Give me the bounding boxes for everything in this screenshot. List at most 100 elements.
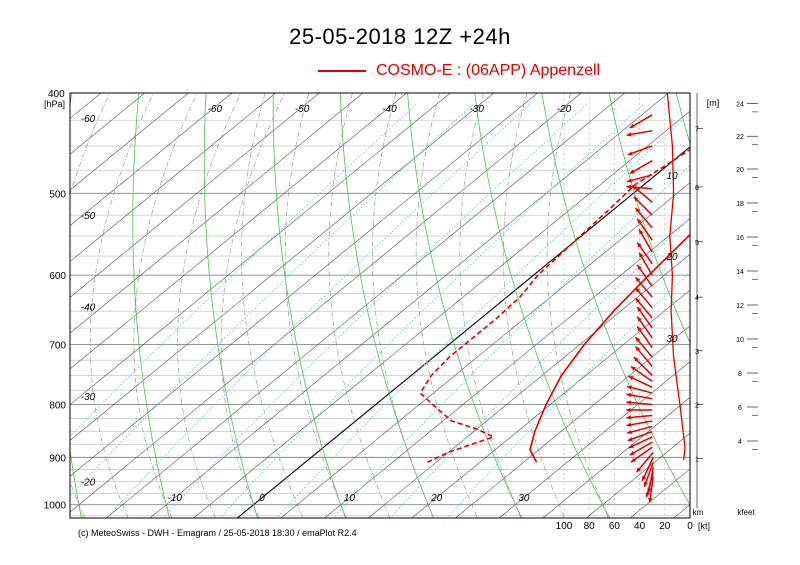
- kfeet-label: kfeet: [737, 508, 755, 517]
- wind-arrow-head: [639, 229, 644, 235]
- dry-adiabat: [407, 93, 523, 518]
- isotherm-line: [70, 93, 233, 227]
- wind-arrow-head: [635, 277, 641, 283]
- wind-arrow-head: [639, 252, 644, 258]
- wind-speed-tick-label: 20: [659, 521, 671, 532]
- reference-lines: [0, 93, 800, 527]
- temperature-tick-label: -60: [208, 104, 223, 115]
- wind-arrow-head: [626, 184, 631, 190]
- isotherm-line: [70, 93, 320, 298]
- moist-adiabat: [503, 93, 565, 518]
- wind-arrow-head: [647, 488, 652, 493]
- moist-adiabat: [328, 93, 391, 518]
- km-label: km: [693, 508, 704, 517]
- dewpoint-profile: [419, 148, 690, 464]
- kfeet-tick-label: 6: [738, 405, 742, 412]
- wind-arrow-head: [643, 481, 648, 487]
- moist-adiabat: [546, 93, 609, 518]
- height-tick-label: 1: [695, 456, 699, 463]
- moist-adiabat: [89, 93, 154, 518]
- wind-arrow-head: [637, 218, 642, 224]
- isotherm-line: [149, 93, 669, 518]
- dry-adiabat: [132, 93, 170, 518]
- wind-arrow-head: [637, 306, 642, 312]
- temperature-tick-label: 10: [344, 493, 356, 504]
- wind-arrow-head: [635, 287, 641, 293]
- isotherm-line: [70, 93, 495, 441]
- chart-title: 25-05-2018 12Z +24h: [289, 24, 511, 49]
- kfeet-tick-label: 24: [736, 101, 744, 108]
- wind-arrow-head: [629, 451, 635, 456]
- wind-arrow-head: [642, 475, 647, 481]
- plot-frame: [69, 92, 691, 519]
- kfeet-tick-label: 8: [738, 371, 742, 378]
- temperature-tick-label: 30: [518, 493, 530, 504]
- wind-arrow-head: [628, 444, 634, 449]
- isotherm-line: [629, 468, 690, 518]
- legend-label: COSMO-E : (06APP) Appenzell: [376, 62, 601, 79]
- height-unit-label: [m]: [707, 98, 720, 108]
- wind-speed-tick-label: 80: [584, 521, 596, 532]
- isotherm-label: -50: [81, 211, 96, 222]
- isotherm-line: [455, 325, 690, 518]
- moist-adiabat: [284, 93, 347, 518]
- height-tick-label: 6: [695, 185, 699, 192]
- kfeet-tick-label: 4: [738, 439, 742, 446]
- legend: COSMO-E : (06APP) Appenzell: [318, 62, 600, 80]
- moist-adiabat: [415, 93, 478, 518]
- height-tick-label: 7: [695, 127, 699, 134]
- dry-adiabat: [541, 93, 690, 506]
- wind-arrow-head: [629, 123, 635, 128]
- moist-adiabat: [241, 93, 304, 518]
- wind-arrow-head: [627, 437, 633, 442]
- dry-adiabat: [744, 93, 800, 527]
- isotherm-line: [368, 253, 690, 518]
- wind-arrow-head: [626, 422, 632, 427]
- mixing-ratio-line: [219, 103, 644, 518]
- wind-arrow-head: [635, 337, 641, 343]
- moist-adiabat: [177, 93, 241, 518]
- y-tick-label: 600: [49, 271, 66, 282]
- wind-arrow-head: [637, 242, 642, 248]
- y-tick-label: 500: [49, 189, 66, 200]
- wind-arrow-head: [626, 392, 632, 398]
- isotherm-line: [70, 93, 538, 477]
- wind-arrow-head: [626, 415, 631, 420]
- isotherm-label: -60: [81, 114, 96, 125]
- height-tick-label: 3: [695, 349, 699, 356]
- wind-arrow-head: [633, 196, 639, 202]
- dry-adiabat: [70, 93, 82, 518]
- dry-adiabat: [474, 93, 611, 518]
- wind-arrow-head: [626, 132, 632, 137]
- temperature-tick-label: -30: [469, 104, 484, 115]
- kfeet-tick-label: 10: [736, 337, 744, 344]
- wind-arrow-head: [627, 429, 632, 435]
- wind-speed-tick-label: 40: [634, 521, 646, 532]
- wind-speed-tick-label: 60: [609, 521, 621, 532]
- moist-adiabat: [220, 93, 285, 518]
- kfeet-tick-label: 12: [736, 303, 744, 310]
- wind-arrow-head: [637, 264, 642, 270]
- wind-arrow-head: [635, 298, 641, 303]
- dry-adiabat: [0, 93, 5, 527]
- mixing-ratio-label: 20: [665, 252, 678, 263]
- kfeet-tick-label: 16: [736, 235, 744, 242]
- temperature-tick-label: -50: [295, 104, 310, 115]
- isotherm-line: [193, 110, 690, 518]
- wind-arrow-head: [635, 346, 641, 352]
- isotherm-line: [70, 93, 364, 334]
- mixing-ratio-line: [446, 271, 690, 518]
- isotherm-line: [586, 432, 690, 518]
- wind-arrow-head: [635, 207, 641, 213]
- temperature-tick-label: 0: [259, 493, 265, 504]
- copyright-footer: (c) MeteoSwiss - DWH - Emagram / 25-05-2…: [78, 528, 357, 538]
- wind-arrow-head: [630, 457, 636, 463]
- y-unit-label: [hPa]: [44, 99, 65, 109]
- wind-arrow-head: [626, 407, 631, 413]
- kfeet-tick-label: 20: [736, 167, 744, 174]
- wind-arrow-head: [645, 492, 650, 498]
- wind-speed-tick-label: 0: [687, 521, 693, 532]
- mixing-ratio-line: [70, 103, 474, 497]
